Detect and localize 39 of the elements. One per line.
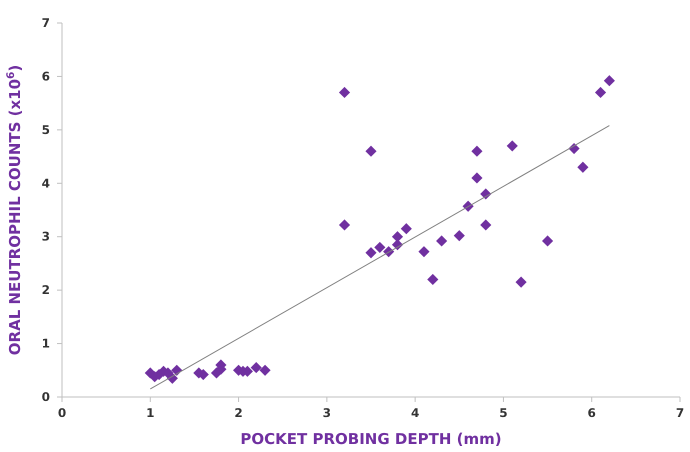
point bbox=[365, 146, 377, 157]
point bbox=[338, 219, 350, 231]
point bbox=[392, 231, 404, 242]
point bbox=[506, 140, 518, 152]
point bbox=[480, 219, 492, 231]
point bbox=[436, 235, 448, 247]
point bbox=[471, 146, 483, 157]
x-tick-label: 5 bbox=[499, 406, 508, 420]
y-tick-label: 2 bbox=[42, 283, 50, 298]
point bbox=[365, 247, 377, 258]
point bbox=[454, 230, 465, 242]
point bbox=[418, 246, 430, 258]
x-tick-label: 3 bbox=[322, 406, 332, 420]
y-tick-label: 1 bbox=[42, 336, 50, 351]
point bbox=[259, 364, 271, 376]
point bbox=[374, 242, 386, 253]
point bbox=[577, 162, 588, 173]
x-tick-label: 0 bbox=[58, 406, 66, 420]
point bbox=[250, 362, 262, 374]
point bbox=[471, 172, 483, 184]
x-tick-label: 2 bbox=[234, 406, 243, 420]
x-tick-label: 4 bbox=[410, 406, 420, 420]
y-tick-label: 5 bbox=[42, 122, 50, 137]
point bbox=[542, 235, 554, 247]
x-tick-label: 1 bbox=[146, 406, 154, 420]
y-tick-label: 0 bbox=[42, 390, 50, 404]
y-tick-label: 7 bbox=[42, 16, 50, 30]
point bbox=[427, 274, 438, 286]
x-axis-title: POCKET PROBING DEPTH (mm) bbox=[240, 430, 502, 448]
point bbox=[516, 276, 527, 288]
y-tick-label: 6 bbox=[42, 69, 50, 84]
point bbox=[604, 75, 615, 86]
point bbox=[338, 86, 350, 98]
point bbox=[400, 223, 412, 234]
y-tick-label: 4 bbox=[42, 176, 50, 190]
x-tick-label: 6 bbox=[588, 406, 596, 420]
y-tick-label: 3 bbox=[42, 230, 50, 244]
x-tick-label: 7 bbox=[676, 406, 684, 420]
point bbox=[594, 86, 606, 98]
